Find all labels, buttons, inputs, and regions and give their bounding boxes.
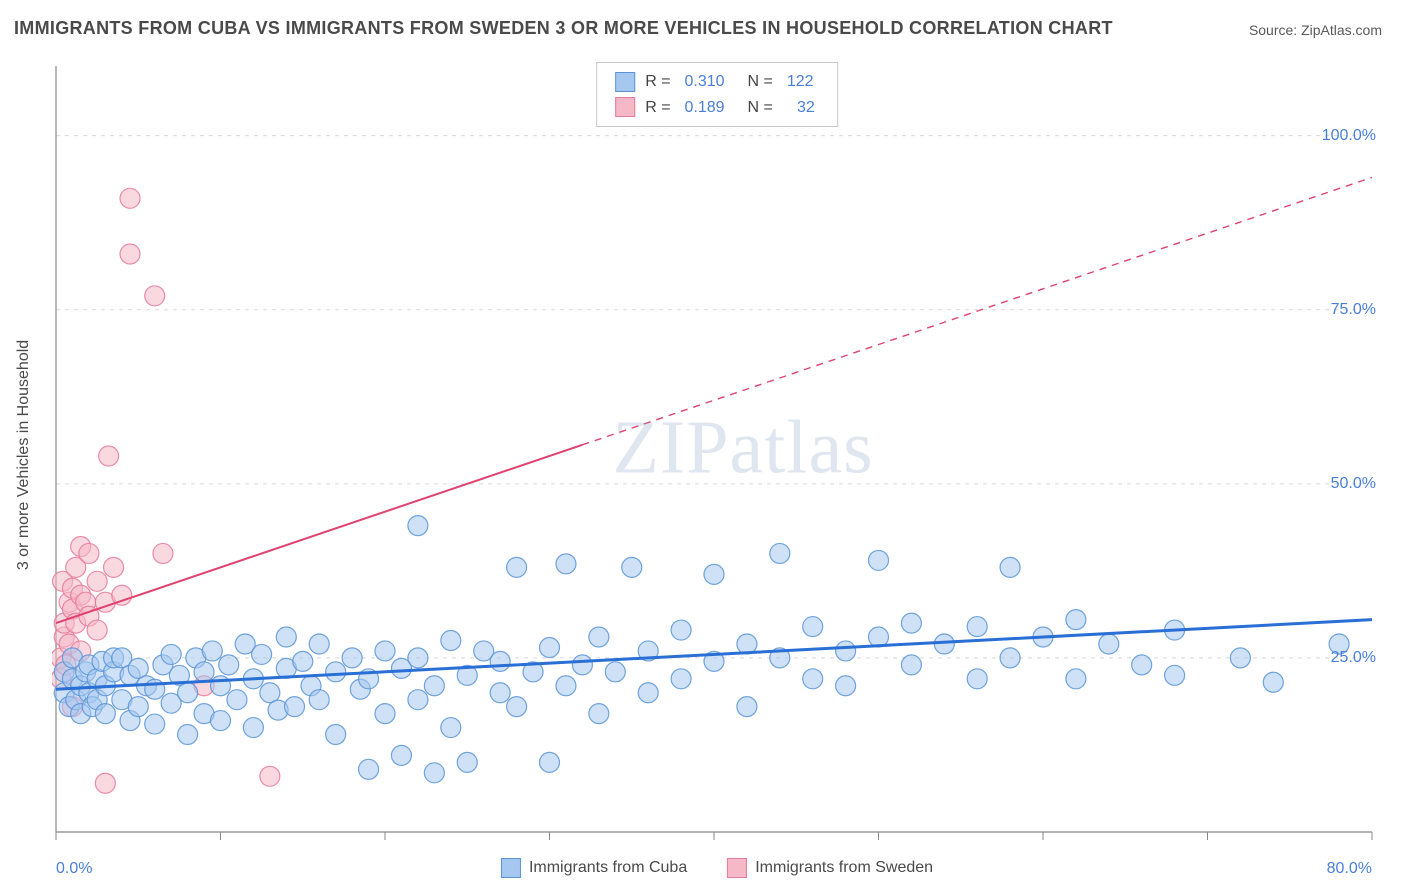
- stat-n-value-b: 32: [787, 95, 815, 121]
- swatch-series-a: [501, 858, 521, 878]
- source-attribution: Source: ZipAtlas.com: [1249, 22, 1382, 38]
- bottom-legend: Immigrants from Cuba Immigrants from Swe…: [501, 858, 933, 878]
- swatch-series-a: [615, 72, 635, 92]
- stats-box: R = 0.310 N = 122 R = 0.189 N = 32: [596, 62, 838, 127]
- stat-r-label: R =: [645, 69, 670, 95]
- stat-n-value-a: 122: [787, 69, 814, 95]
- stat-n-label: N =: [739, 69, 773, 95]
- stats-row-series-a: R = 0.310 N = 122: [615, 69, 819, 95]
- y-axis-label: 3 or more Vehicles in Household: [15, 340, 33, 570]
- stat-n-label: N =: [739, 95, 773, 121]
- chart-title: IMMIGRANTS FROM CUBA VS IMMIGRANTS FROM …: [14, 18, 1113, 39]
- scatter-plot: [52, 60, 1382, 850]
- stat-r-label: R =: [645, 95, 670, 121]
- swatch-series-b: [615, 97, 635, 117]
- legend-label-b: Immigrants from Sweden: [755, 859, 933, 877]
- stat-r-value-b: 0.189: [685, 95, 725, 121]
- legend-item-series-b: Immigrants from Sweden: [727, 858, 933, 878]
- stats-row-series-b: R = 0.189 N = 32: [615, 95, 819, 121]
- y-tick-label: 100.0%: [1322, 127, 1376, 145]
- y-tick-label: 50.0%: [1331, 475, 1376, 493]
- y-tick-label: 75.0%: [1331, 301, 1376, 319]
- legend-item-series-a: Immigrants from Cuba: [501, 858, 687, 878]
- swatch-series-b: [727, 858, 747, 878]
- y-tick-label: 25.0%: [1331, 649, 1376, 667]
- x-tick-label: 80.0%: [1327, 860, 1372, 878]
- chart-area: 3 or more Vehicles in Household ZIPatlas…: [52, 60, 1382, 850]
- stat-r-value-a: 0.310: [685, 69, 725, 95]
- legend-label-a: Immigrants from Cuba: [529, 859, 687, 877]
- x-tick-label: 0.0%: [56, 860, 92, 878]
